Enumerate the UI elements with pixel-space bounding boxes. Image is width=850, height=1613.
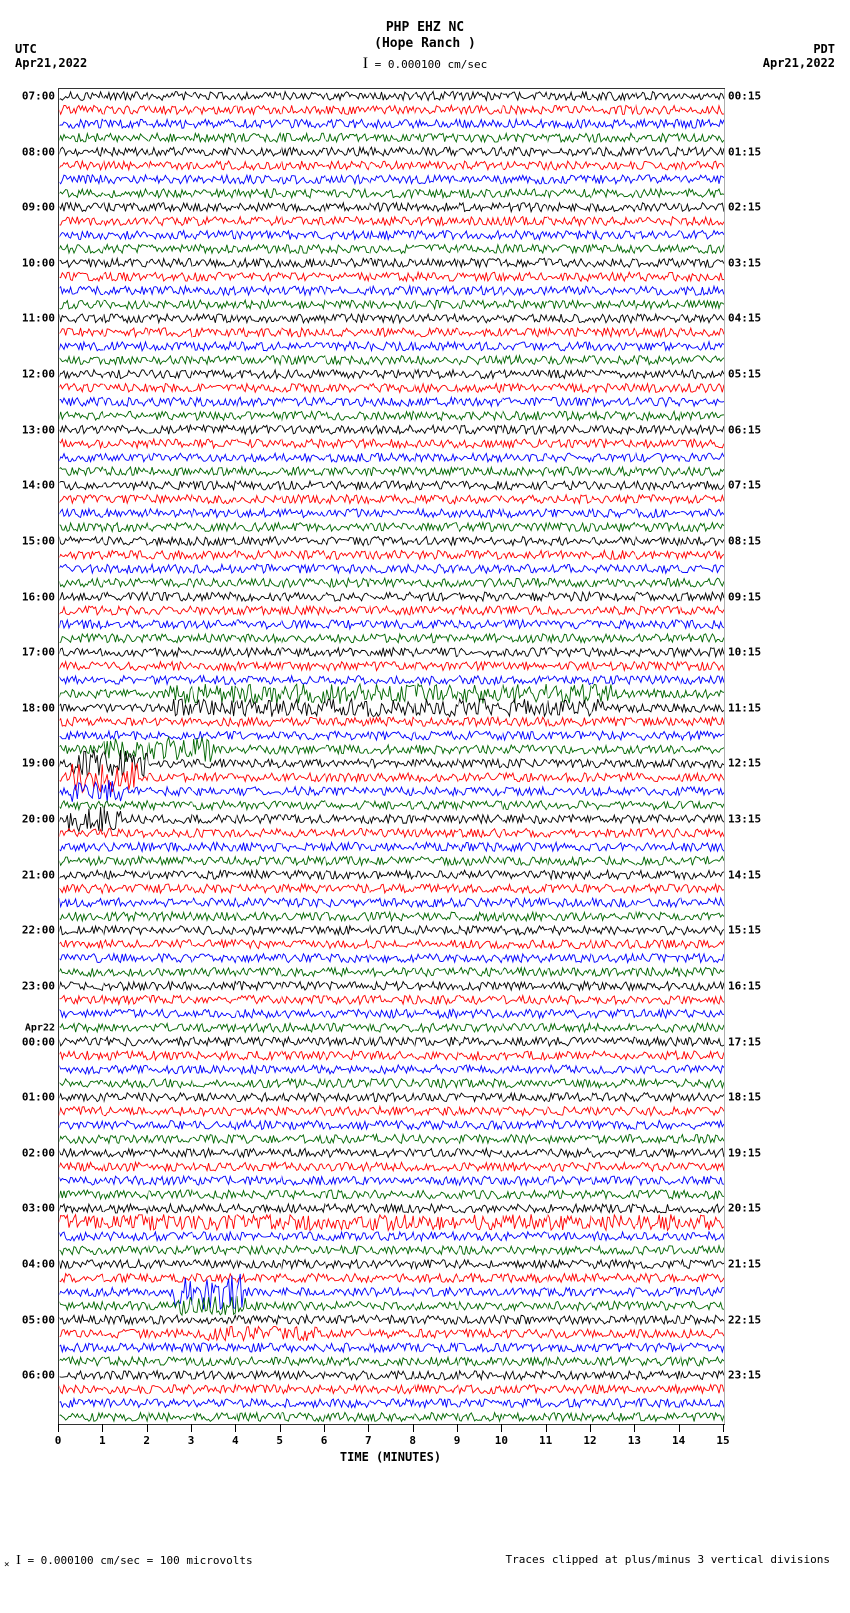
x-tick-label: 4: [232, 1434, 239, 1447]
utc-time-label: 18:00: [22, 701, 59, 714]
utc-time-label: 01:00: [22, 1091, 59, 1104]
minute-gridline: [59, 89, 60, 1424]
minute-gridline: [635, 89, 636, 1424]
utc-time-label: 21:00: [22, 868, 59, 881]
minute-gridline: [192, 89, 193, 1424]
utc-time-label: 10:00: [22, 256, 59, 269]
x-tick-label: 15: [716, 1434, 729, 1447]
pdt-time-label: 16:15: [724, 979, 761, 992]
utc-time-label: 02:00: [22, 1146, 59, 1159]
footer-clip-note: Traces clipped at plus/minus 3 vertical …: [505, 1553, 830, 1566]
x-tick-label: 0: [55, 1434, 62, 1447]
pdt-time-label: 11:15: [724, 701, 761, 714]
pdt-time-label: 02:15: [724, 201, 761, 214]
x-tick-label: 14: [672, 1434, 685, 1447]
x-tick-label: 10: [495, 1434, 508, 1447]
x-tick-label: 6: [321, 1434, 328, 1447]
pdt-time-label: 19:15: [724, 1146, 761, 1159]
pdt-time-label: 04:15: [724, 312, 761, 325]
pdt-time-label: 10:15: [724, 646, 761, 659]
utc-time-label: 19:00: [22, 757, 59, 770]
pdt-time-label: 05:15: [724, 368, 761, 381]
pdt-time-label: 21:15: [724, 1258, 761, 1271]
minute-gridline: [591, 89, 592, 1424]
pdt-time-label: 06:15: [724, 423, 761, 436]
utc-time-label: 09:00: [22, 201, 59, 214]
utc-time-label: 12:00: [22, 368, 59, 381]
minute-gridline: [414, 89, 415, 1424]
pdt-time-label: 03:15: [724, 256, 761, 269]
minute-gridline: [369, 89, 370, 1424]
title-line1: PHP EHZ NC: [0, 20, 850, 36]
pdt-time-label: 12:15: [724, 757, 761, 770]
title-line2: (Hope Ranch ): [0, 36, 850, 52]
timezone-left: UTC Apr21,2022: [15, 42, 87, 70]
minute-gridline: [325, 89, 326, 1424]
seismic-trace: [59, 89, 724, 1424]
x-tick-label: 12: [583, 1434, 596, 1447]
minute-gridline: [148, 89, 149, 1424]
utc-time-label: 23:00: [22, 979, 59, 992]
x-tick-label: 3: [188, 1434, 195, 1447]
utc-time-label: 03:00: [22, 1202, 59, 1215]
seismogram-plot: 07:0008:0009:0010:0011:0012:0013:0014:00…: [58, 88, 725, 1425]
x-tick-label: 7: [365, 1434, 372, 1447]
pdt-time-label: 15:15: [724, 924, 761, 937]
footer-scale: × I = 0.000100 cm/sec = 100 microvolts: [4, 1553, 253, 1570]
utc-time-label: Apr22: [25, 1022, 59, 1033]
scale-indicator: I = 0.000100 cm/sec: [0, 55, 850, 73]
x-tick-label: 8: [409, 1434, 416, 1447]
utc-time-label: 11:00: [22, 312, 59, 325]
utc-time-label: 00:00: [22, 1035, 59, 1048]
utc-time-label: 17:00: [22, 646, 59, 659]
x-tick-label: 11: [539, 1434, 552, 1447]
utc-time-label: 15:00: [22, 534, 59, 547]
station-title: PHP EHZ NC (Hope Ranch ): [0, 20, 850, 51]
minute-gridline: [502, 89, 503, 1424]
timezone-right: PDT Apr21,2022: [763, 42, 835, 70]
pdt-time-label: 22:15: [724, 1313, 761, 1326]
utc-time-label: 06:00: [22, 1369, 59, 1382]
x-tick-label: 2: [143, 1434, 150, 1447]
pdt-time-label: 18:15: [724, 1091, 761, 1104]
x-tick-label: 9: [454, 1434, 461, 1447]
utc-time-label: 04:00: [22, 1258, 59, 1271]
pdt-time-label: 20:15: [724, 1202, 761, 1215]
pdt-time-label: 08:15: [724, 534, 761, 547]
x-tick-label: 1: [99, 1434, 106, 1447]
x-axis-label: TIME (MINUTES): [340, 1450, 441, 1464]
utc-time-label: 13:00: [22, 423, 59, 436]
pdt-time-label: 23:15: [724, 1369, 761, 1382]
utc-time-label: 20:00: [22, 813, 59, 826]
minute-gridline: [236, 89, 237, 1424]
pdt-time-label: 01:15: [724, 145, 761, 158]
minute-gridline: [103, 89, 104, 1424]
utc-time-label: 05:00: [22, 1313, 59, 1326]
seismogram-container: PHP EHZ NC (Hope Ranch ) I = 0.000100 cm…: [0, 0, 850, 1613]
utc-time-label: 14:00: [22, 479, 59, 492]
pdt-time-label: 14:15: [724, 868, 761, 881]
utc-time-label: 08:00: [22, 145, 59, 158]
minute-gridline: [547, 89, 548, 1424]
utc-time-label: 16:00: [22, 590, 59, 603]
minute-gridline: [680, 89, 681, 1424]
utc-time-label: 07:00: [22, 89, 59, 102]
pdt-time-label: 13:15: [724, 813, 761, 826]
x-tick-label: 5: [276, 1434, 283, 1447]
pdt-time-label: 17:15: [724, 1035, 761, 1048]
pdt-time-label: 09:15: [724, 590, 761, 603]
minute-gridline: [724, 89, 725, 1424]
minute-gridline: [458, 89, 459, 1424]
minute-gridline: [281, 89, 282, 1424]
utc-time-label: 22:00: [22, 924, 59, 937]
pdt-time-label: 00:15: [724, 89, 761, 102]
pdt-time-label: 07:15: [724, 479, 761, 492]
header: PHP EHZ NC (Hope Ranch ) I = 0.000100 cm…: [0, 20, 850, 73]
x-tick-label: 13: [628, 1434, 641, 1447]
